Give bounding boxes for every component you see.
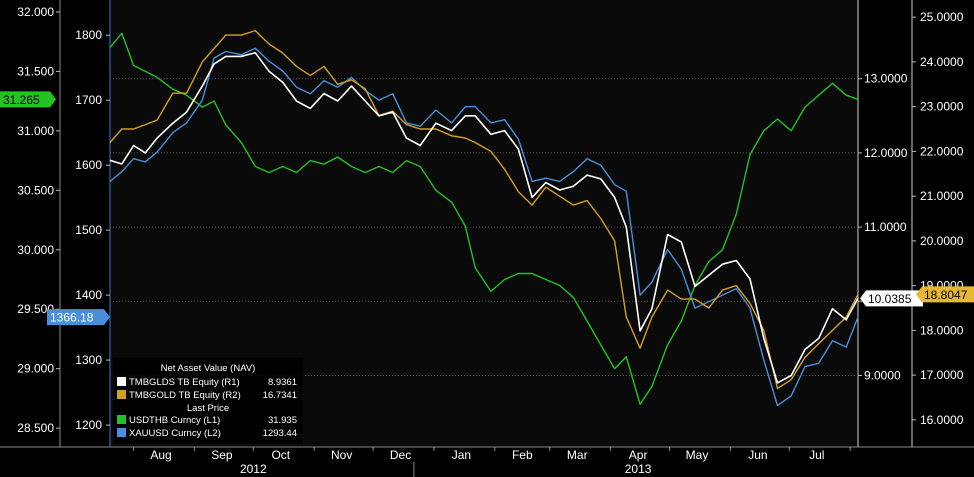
last-value-tag-text: 18.8047 — [924, 288, 968, 302]
last-value-tag-text: 10.0385 — [868, 292, 912, 306]
tick-label-l2: 1700 — [75, 93, 102, 107]
tick-label-r1: 12.0000 — [864, 146, 908, 160]
x-year-label: 2012 — [240, 462, 267, 476]
x-tick-label: Aug — [150, 448, 171, 462]
x-year-label: 2013 — [625, 462, 652, 476]
tick-label-r2: 25.0000 — [920, 10, 964, 24]
legend-label: USDTHB Curncy (L1) — [129, 415, 220, 426]
x-tick-label: Jul — [809, 448, 824, 462]
tick-label-l1: 30.000 — [17, 243, 54, 257]
series-lines — [109, 29, 859, 407]
legend-label: XAUUSD Curncy (L2) — [129, 428, 221, 439]
legend-swatch — [117, 415, 126, 424]
tick-label-l1: 29.000 — [17, 362, 54, 376]
last-value-tag-l1 — [0, 91, 56, 108]
tick-label-l1: 28.500 — [17, 421, 54, 435]
legend-label: TMBGLDS TB Equity (R1) — [129, 377, 240, 388]
x-tick-label: May — [686, 448, 709, 462]
x-tick-label: Oct — [271, 448, 290, 462]
x-tick-label: Dec — [390, 448, 411, 462]
legend-value: 1293.44 — [263, 428, 297, 439]
series-line-xauusd-curncy — [109, 47, 859, 407]
legend-nav-header: Net Asset Value (NAV) — [161, 363, 256, 374]
tick-label-l1: 29.500 — [17, 302, 54, 316]
tick-label-l2: 1500 — [75, 223, 102, 237]
legend-box — [113, 358, 303, 444]
tick-label-r2: 21.0000 — [920, 189, 964, 203]
tick-label-r2: 20.0000 — [920, 234, 964, 248]
last-value-tag-r2 — [916, 286, 974, 303]
tick-label-r1: 9.0000 — [864, 368, 901, 382]
series-line-tmbgold-tb-equity — [109, 29, 859, 390]
tick-label-l2: 1300 — [75, 353, 102, 367]
tick-label-l1: 31.000 — [17, 124, 54, 138]
tick-label-l1: 31.500 — [17, 64, 54, 78]
series-line-tmbglds-tb-equity — [109, 51, 859, 384]
legend: Net Asset Value (NAV) TMBGLDS TB Equity (… — [113, 358, 303, 444]
x-tick-label: Jun — [748, 448, 767, 462]
last-value-tag-l2 — [47, 309, 110, 326]
tick-label-l2: 1800 — [75, 28, 102, 42]
legend-swatch — [117, 428, 126, 437]
tick-label-l1: 30.500 — [17, 183, 54, 197]
legend-last-price-header: Last Price — [187, 403, 229, 414]
tick-label-r2: 23.0000 — [920, 100, 964, 114]
x-tick-label: Jan — [452, 448, 471, 462]
x-tick-label: Sep — [211, 448, 233, 462]
legend-value: 31.935 — [268, 415, 297, 426]
legend-value: 8.9361 — [268, 377, 297, 388]
last-value-tags: 31.265 1366.18 10.0385 18.8047 — [0, 91, 974, 326]
last-value-tag-r1 — [860, 290, 923, 307]
tick-label-r2: 16.0000 — [920, 413, 964, 427]
tick-label-l2: 1400 — [75, 288, 102, 302]
legend-swatch — [117, 390, 126, 399]
tick-label-r2: 22.0000 — [920, 144, 964, 158]
x-tick-label: Apr — [629, 448, 648, 462]
series-line-usdthb-curncy — [109, 32, 859, 405]
tick-label-r2: 18.0000 — [920, 323, 964, 337]
legend-swatch — [117, 377, 126, 386]
last-value-tag-text: 31.265 — [3, 93, 40, 107]
x-tick-label: Feb — [512, 448, 533, 462]
tick-label-l2: 1200 — [75, 418, 102, 432]
legend-label: TMBGOLD TB Equity (R2) — [129, 390, 241, 401]
tick-label-r1: 11.0000 — [864, 220, 907, 234]
last-value-tag-text: 1366.18 — [50, 311, 94, 325]
tick-label-r2: 17.0000 — [920, 368, 964, 382]
x-tick-label: Mar — [567, 448, 588, 462]
tick-label-r2: 24.0000 — [920, 55, 964, 69]
tick-label-l2: 1600 — [75, 158, 102, 172]
tick-label-l1: 32.000 — [17, 5, 54, 19]
tick-label-r1: 13.0000 — [864, 72, 908, 86]
legend-value: 16.7341 — [263, 390, 297, 401]
x-tick-label: Nov — [331, 448, 352, 462]
